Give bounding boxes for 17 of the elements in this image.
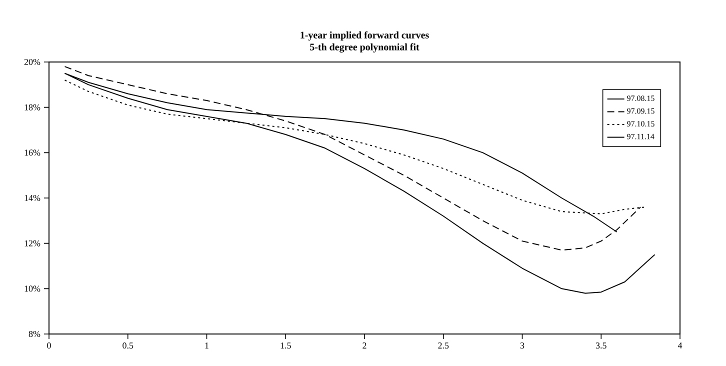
y-tick-label: 18% (24, 104, 40, 110)
y-tick-label: 20% (24, 58, 40, 66)
chart-title: 1-year implied forward curves 5-th degree polynomial fit (300, 31, 429, 53)
y-tick-label: 14% (24, 194, 40, 202)
x-tick-label: 3 (520, 342, 524, 349)
x-tick-label: 0 (47, 342, 51, 349)
x-tick-label: 1 (205, 342, 208, 348)
x-tick-label: 1.5 (280, 342, 291, 349)
x-tick-label: 2 (362, 342, 366, 348)
y-tick-label: 10% (24, 286, 40, 292)
x-tick-label: 0.5 (122, 342, 134, 349)
y-tick-label: 12% (24, 240, 40, 246)
x-tick-label: 2.5 (438, 342, 449, 349)
x-tick-label: 4 (678, 342, 682, 348)
y-tick-label: 8% (28, 330, 40, 338)
y-tick-label: 16% (24, 150, 40, 156)
x-tick-label: 3.5 (596, 342, 606, 349)
